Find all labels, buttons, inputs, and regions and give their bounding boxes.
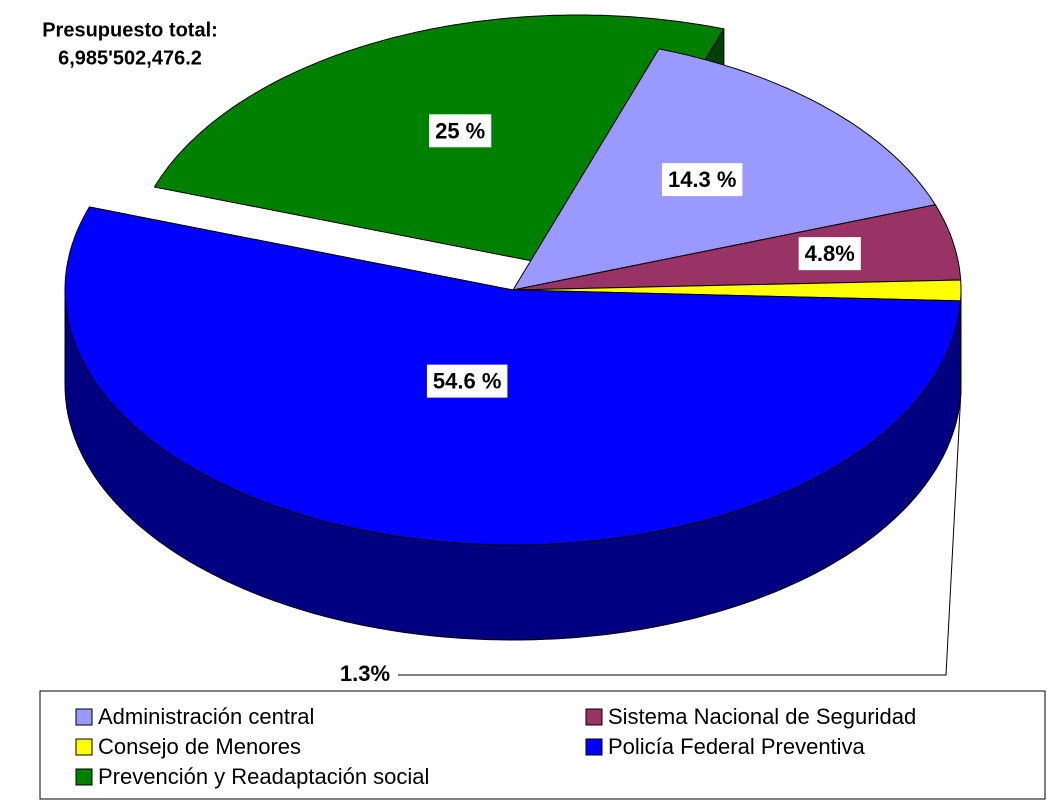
legend-swatch	[585, 738, 603, 756]
data-label-box	[661, 163, 743, 197]
data-label: 14.3 %	[668, 167, 737, 192]
data-label-box	[429, 114, 492, 148]
chart-title: Presupuesto total:	[42, 19, 218, 41]
legend-swatch	[75, 708, 93, 726]
legend-box	[39, 690, 1046, 800]
legend-label: Policía Federal Preventiva	[608, 734, 866, 759]
legend-label: Administración central	[98, 704, 314, 729]
legend-label: Sistema Nacional de Seguridad	[608, 704, 916, 729]
data-label-box	[426, 364, 508, 398]
chart-subtitle: 6,985'502,476.2	[58, 47, 202, 69]
data-label-box	[798, 237, 861, 271]
legend-label: Consejo de Menores	[98, 734, 301, 759]
data-label: 25 %	[435, 118, 485, 143]
slice	[512, 279, 962, 302]
data-label: 1.3%	[340, 661, 390, 686]
leader-line	[398, 390, 962, 676]
legend-swatch	[585, 708, 603, 726]
data-label: 54.6 %	[433, 369, 502, 394]
legend-swatch	[75, 768, 93, 786]
slice	[64, 206, 962, 546]
data-label: 4.8%	[805, 241, 855, 266]
legend-label: Prevención y Readaptación social	[98, 764, 429, 789]
legend-swatch	[75, 738, 93, 756]
